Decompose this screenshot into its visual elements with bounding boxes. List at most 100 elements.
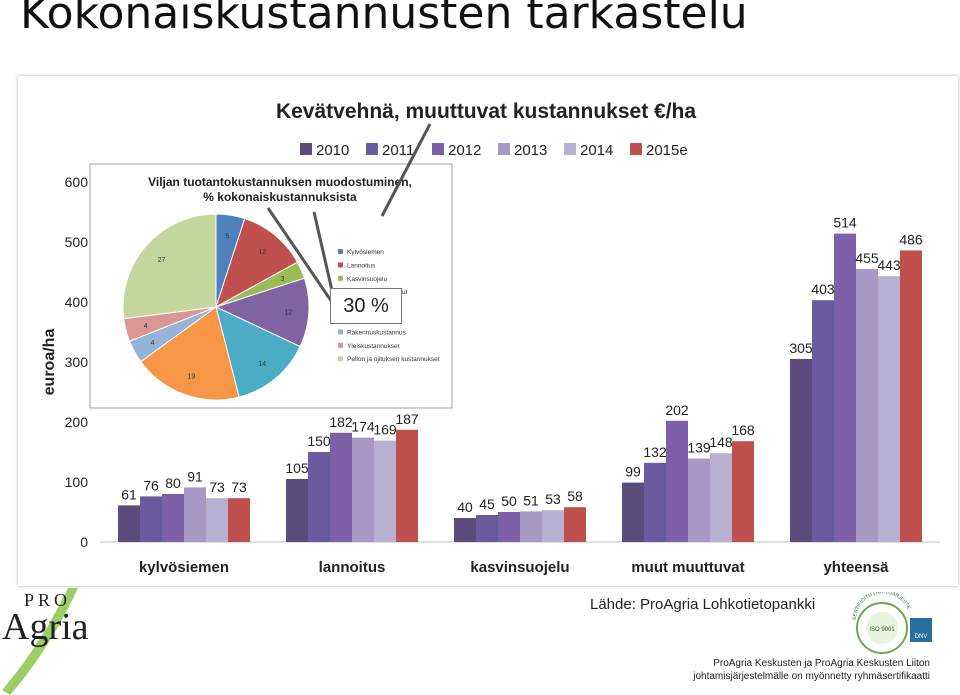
pie-slice-label: 12 <box>258 249 266 256</box>
category-label: yhteensä <box>823 559 889 576</box>
logo-pro-text: PRO <box>24 590 71 610</box>
bar <box>206 498 228 542</box>
bar <box>228 498 250 542</box>
legend-label: 2011 <box>382 142 414 159</box>
data-label: 91 <box>187 468 203 484</box>
legend-swatch <box>498 143 510 155</box>
data-label: 305 <box>789 340 813 356</box>
pie-legend-swatch <box>338 329 343 335</box>
pie-legend-label: Rakennuskustannus <box>347 329 407 336</box>
y-tick-label: 0 <box>80 534 88 550</box>
data-label: 148 <box>709 434 733 450</box>
y-tick-label: 400 <box>65 294 89 310</box>
legend-label: 2010 <box>316 142 349 159</box>
legend-swatch <box>366 143 378 155</box>
footer-line-1: ProAgria Keskusten ja ProAgria Keskusten… <box>713 658 930 669</box>
bar <box>498 512 520 542</box>
data-label: 51 <box>523 492 539 508</box>
bar <box>140 496 162 542</box>
y-tick-label: 500 <box>65 234 89 250</box>
data-label: 202 <box>665 402 689 418</box>
pie-legend-swatch <box>338 275 343 281</box>
data-label: 174 <box>351 419 375 435</box>
logo-agria-text: Agria <box>2 606 89 648</box>
pie-slice-label: 4 <box>144 323 148 330</box>
data-label: 150 <box>307 433 331 449</box>
bar <box>374 440 396 542</box>
legend-swatch <box>300 143 312 155</box>
category-label: lannoitus <box>319 559 386 576</box>
pie-legend-label: Kylvösiemen <box>347 249 384 256</box>
pie-legend-swatch <box>338 356 343 362</box>
bar <box>542 510 564 542</box>
data-label: 403 <box>811 281 835 297</box>
bar <box>622 482 644 542</box>
data-label: 168 <box>731 422 755 438</box>
category-label: muut muuttuvat <box>631 559 744 576</box>
bar <box>856 269 878 542</box>
data-label: 40 <box>457 499 473 515</box>
bar <box>878 276 900 542</box>
pie-legend-label: Kasvinsuojelu <box>347 276 387 283</box>
pie-slice-label: 5 <box>225 233 229 240</box>
footer-text: ProAgria Keskusten ja ProAgria Keskusten… <box>693 657 930 683</box>
cert-dnv-text: DNV <box>915 634 928 640</box>
data-label: 73 <box>231 479 247 495</box>
callout-arrow <box>380 123 432 217</box>
data-label: 514 <box>833 215 857 231</box>
pie-slice <box>140 306 240 401</box>
bar <box>688 458 710 542</box>
bar <box>184 487 206 542</box>
bar <box>454 518 476 542</box>
bar <box>520 511 542 542</box>
pie-legend-label: Lannoitus <box>347 262 376 269</box>
pie-slice <box>215 306 301 398</box>
bar <box>710 453 732 542</box>
bar <box>330 432 352 542</box>
data-label: 73 <box>209 479 225 495</box>
data-label: 76 <box>143 477 159 493</box>
pie-slice-label: 19 <box>188 373 196 380</box>
pie-slice <box>214 277 310 348</box>
data-label: 80 <box>165 475 181 491</box>
y-axis-label: euroa/ha <box>41 329 58 396</box>
pie-slice-label: 27 <box>158 257 166 264</box>
pie-legend-label: Pellon ja ojituksen kustannukset <box>347 356 440 363</box>
pie-slice <box>122 213 217 320</box>
y-tick-label: 200 <box>65 414 89 430</box>
legend-swatch <box>630 143 642 155</box>
data-label: 455 <box>855 250 879 266</box>
data-label: 53 <box>545 491 561 507</box>
y-tick-label: 600 <box>65 174 89 190</box>
bar <box>352 437 374 542</box>
pie-slice-label: 12 <box>284 310 292 317</box>
certification-badge: ISO 9001 SERTIFIOITU LAATUJÄRJESTELMÄ DN… <box>852 592 932 654</box>
callout-box: 30 % <box>330 288 402 324</box>
bar <box>396 429 418 542</box>
proagria-logo: PRO Agria <box>2 588 89 695</box>
chart-panel: 0 100 200 300 400 500 600 61 76 80 91 73 73 kylvösiem… <box>18 76 958 586</box>
data-label: 132 <box>643 444 667 460</box>
bar-chart: 0 100 200 300 400 500 600 61 76 80 91 73 73 kylvösiem… <box>41 100 940 576</box>
bar <box>790 359 812 542</box>
slide-title: Kokonaiskustannusten tarkastelu <box>20 0 748 39</box>
bar <box>732 441 754 542</box>
callout-text: 30 % <box>343 294 389 317</box>
callout-pointer <box>266 207 338 309</box>
legend-swatch <box>432 143 444 155</box>
source-text: Lähde: ProAgria Lohkotietopankki <box>590 596 816 613</box>
category-label: kylvösiemen <box>139 559 229 576</box>
pie-title-line-1: Viljan tuotantokustannuksen muodostumine… <box>148 175 412 189</box>
bar <box>834 233 856 542</box>
bar <box>812 300 834 542</box>
data-label: 169 <box>373 422 397 438</box>
y-tick-label: 300 <box>65 354 89 370</box>
chart-title: Kevätvehnä, muuttuvat kustannukset €/ha <box>276 100 696 123</box>
legend-label: 2013 <box>514 142 547 159</box>
pie-title-line-2: % kokonaiskustannuksista <box>203 190 357 204</box>
bar <box>118 505 140 542</box>
data-label: 99 <box>625 464 641 480</box>
bar <box>286 479 308 542</box>
data-label: 50 <box>501 493 517 509</box>
legend-label: 2014 <box>580 142 613 159</box>
